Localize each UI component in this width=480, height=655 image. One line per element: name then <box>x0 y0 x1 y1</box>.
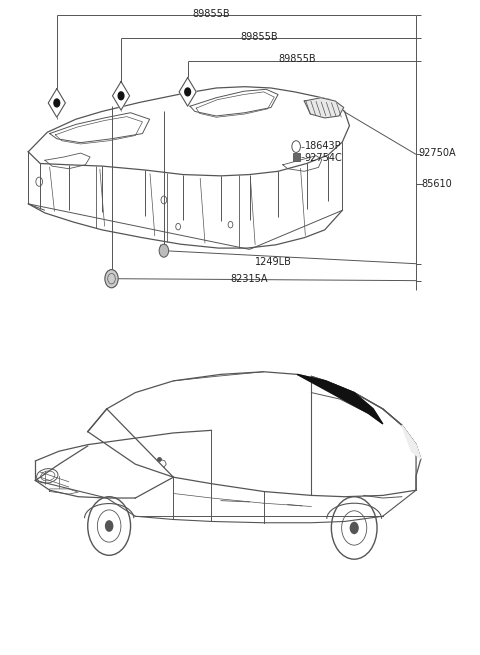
Text: 92750A: 92750A <box>419 148 456 158</box>
Circle shape <box>54 99 60 107</box>
Circle shape <box>118 92 124 100</box>
Circle shape <box>105 520 113 532</box>
Text: 89855B: 89855B <box>192 9 230 19</box>
Polygon shape <box>297 375 383 424</box>
Text: 89855B: 89855B <box>240 31 278 41</box>
Text: 85610: 85610 <box>422 179 453 189</box>
Text: 1249LB: 1249LB <box>255 257 292 267</box>
Circle shape <box>349 522 359 534</box>
Polygon shape <box>402 425 421 459</box>
Circle shape <box>159 244 168 257</box>
Polygon shape <box>112 81 130 110</box>
Polygon shape <box>179 77 196 106</box>
Polygon shape <box>48 88 65 117</box>
Bar <box>293 153 300 161</box>
Text: 18643P: 18643P <box>305 141 341 151</box>
Text: 82315A: 82315A <box>231 274 268 284</box>
Circle shape <box>292 141 300 153</box>
Text: 89855B: 89855B <box>278 54 316 64</box>
Polygon shape <box>304 98 344 118</box>
Circle shape <box>105 270 118 288</box>
Circle shape <box>185 88 191 96</box>
Text: 92754C: 92754C <box>305 153 342 163</box>
